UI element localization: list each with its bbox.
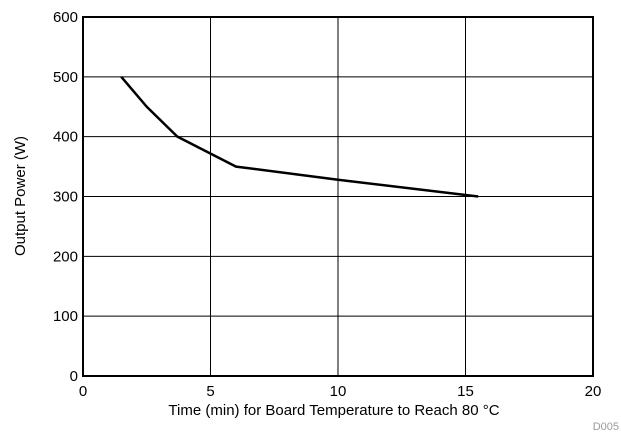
x-tick-label: 20 bbox=[585, 383, 602, 400]
x-axis-title: Time (min) for Board Temperature to Reac… bbox=[168, 402, 499, 419]
y-tick-label: 100 bbox=[53, 308, 78, 325]
y-tick-label: 300 bbox=[53, 189, 78, 206]
series-layer bbox=[120, 76, 479, 198]
y-axis-title: Output Power (W) bbox=[12, 136, 29, 256]
y-tick-label: 200 bbox=[53, 248, 78, 265]
grid-lines bbox=[83, 17, 593, 376]
series-line bbox=[120, 76, 479, 198]
x-tick-label: 5 bbox=[206, 383, 214, 400]
y-tick-labels: 0 100 200 300 400 500 600 bbox=[53, 9, 78, 385]
figure-id-label: D005 bbox=[593, 421, 619, 433]
y-tick-label: 500 bbox=[53, 69, 78, 86]
plot-frame bbox=[82, 16, 594, 377]
x-tick-label: 0 bbox=[79, 383, 87, 400]
x-tick-label: 10 bbox=[330, 383, 347, 400]
y-tick-label: 400 bbox=[53, 129, 78, 146]
y-tick-label: 0 bbox=[70, 368, 78, 385]
y-tick-label: 600 bbox=[53, 9, 78, 26]
x-tick-labels: 0 5 10 15 20 bbox=[79, 383, 602, 400]
x-tick-label: 15 bbox=[457, 383, 474, 400]
